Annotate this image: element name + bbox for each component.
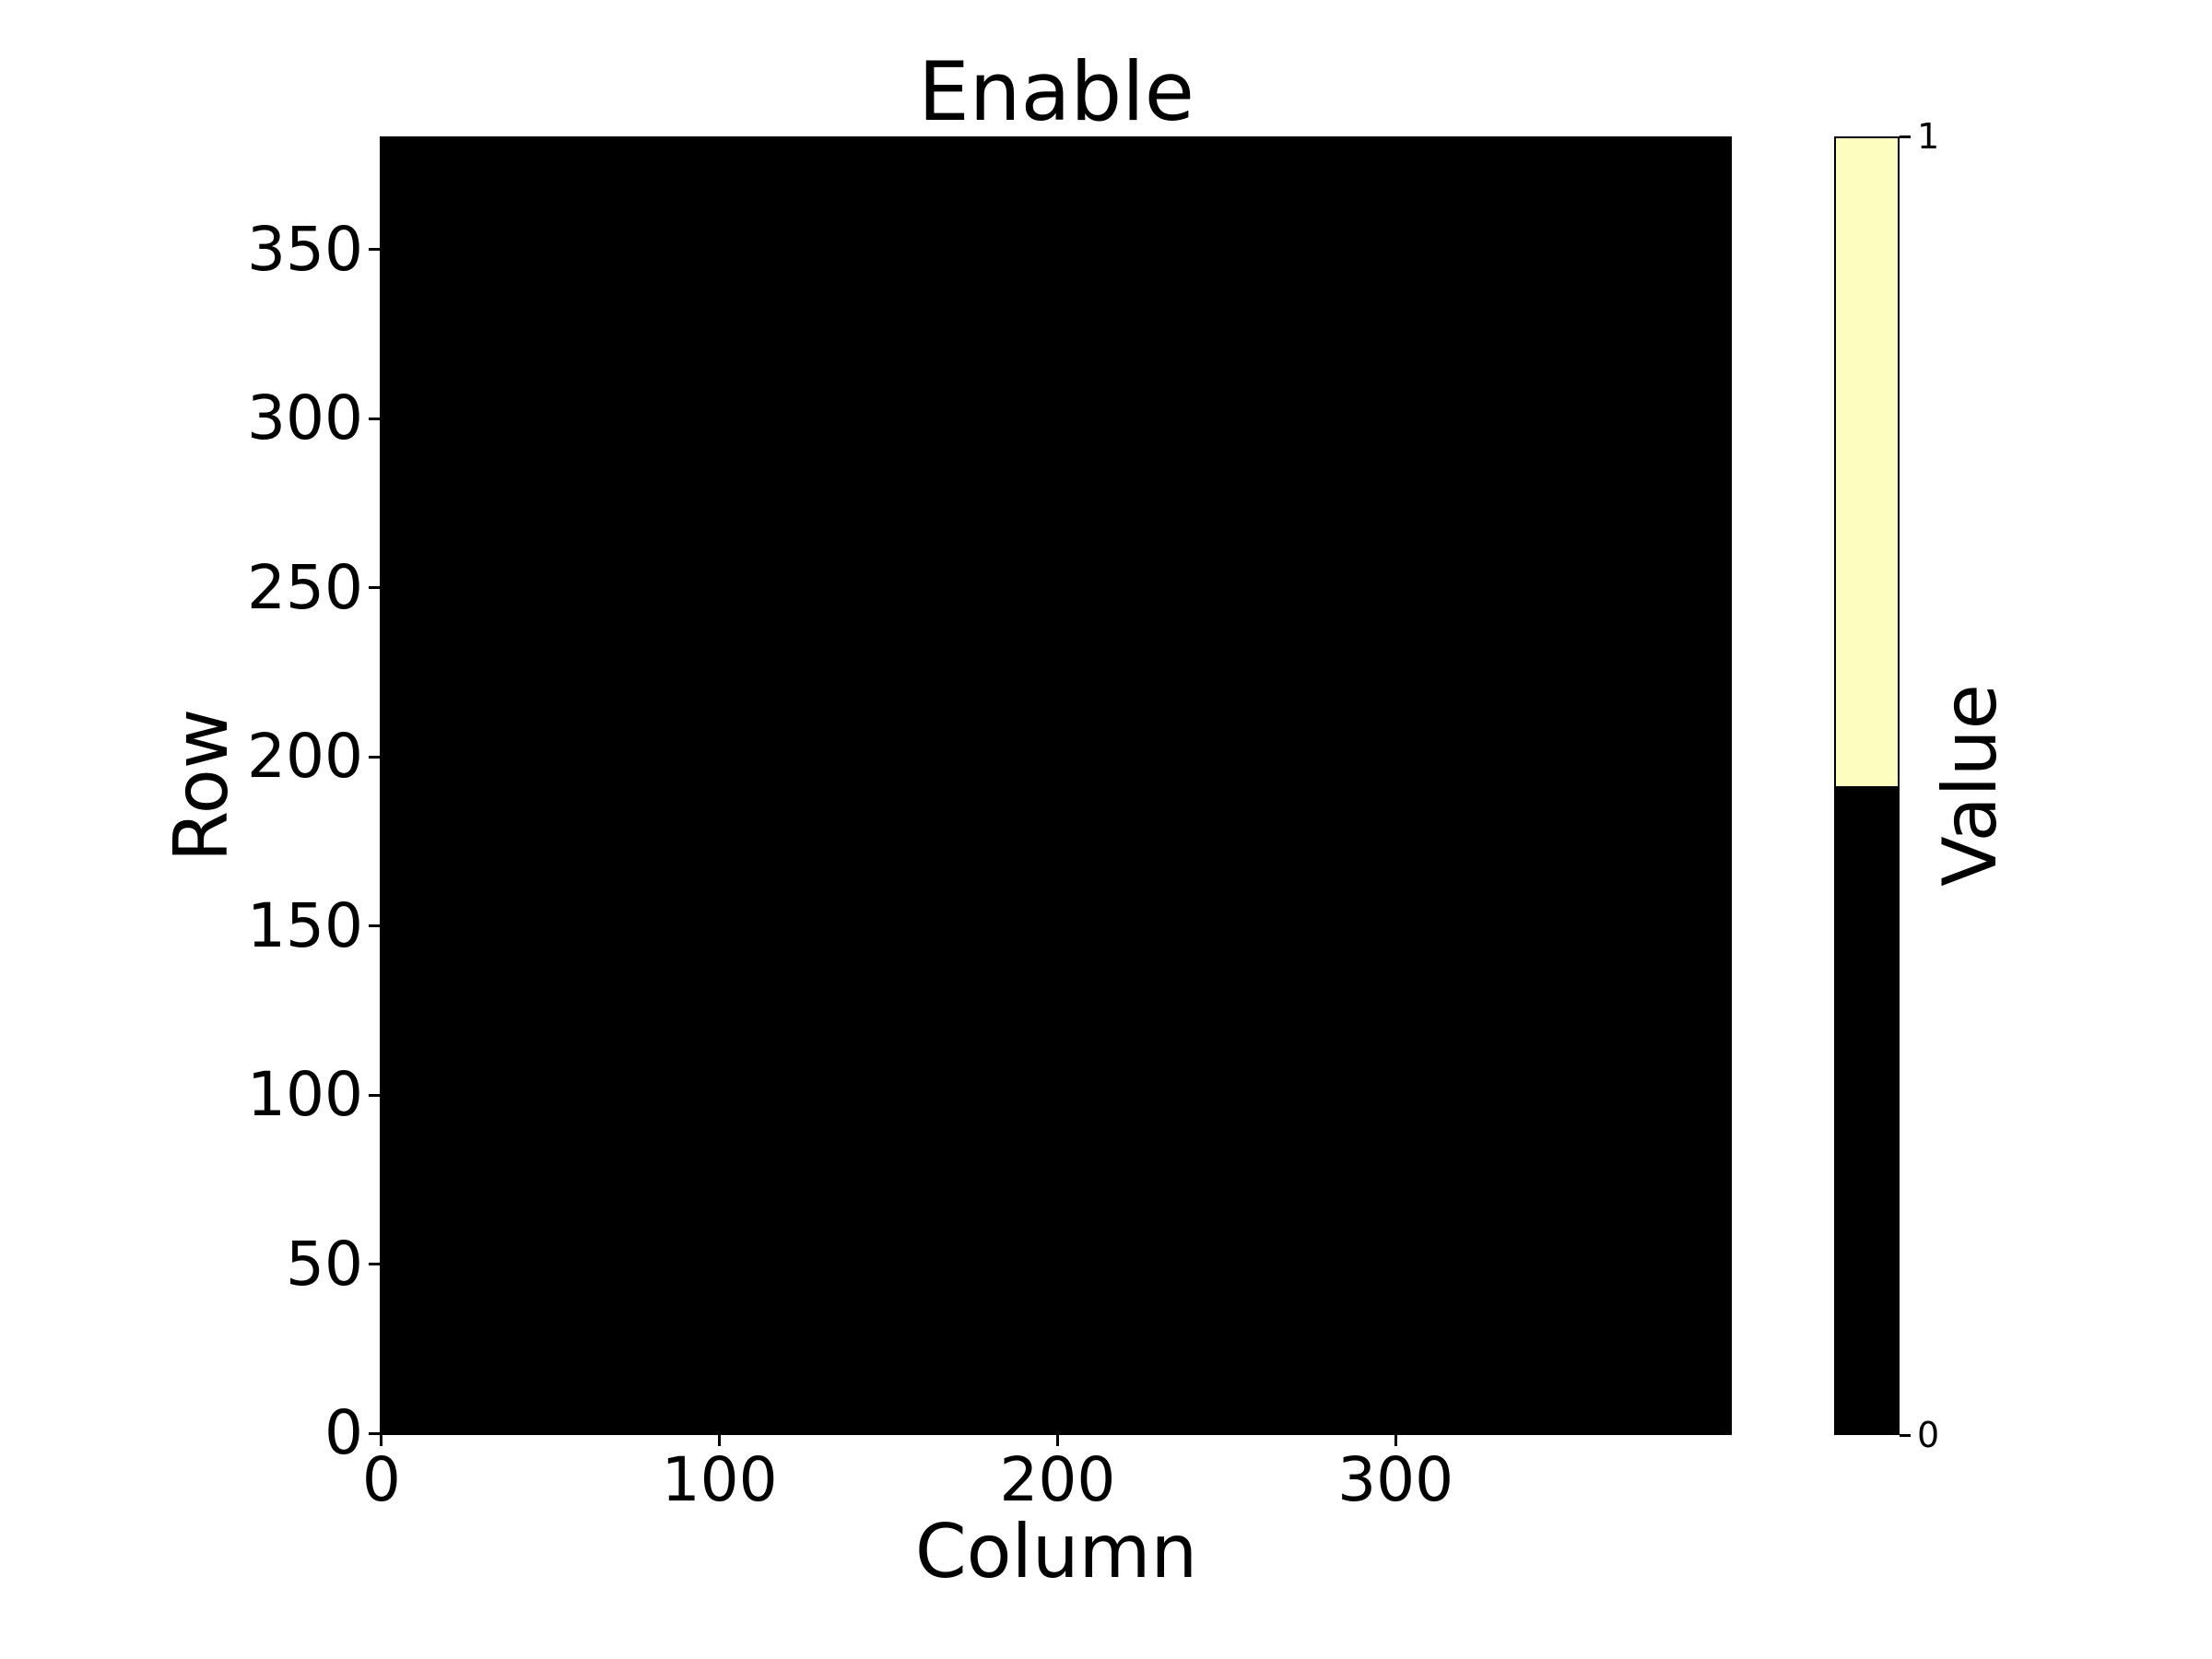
y-axis-label: Row (159, 708, 244, 863)
x-tick-label: 100 (661, 1444, 778, 1515)
x-tick-label: 0 (361, 1444, 401, 1515)
colorbar-label: Value (1927, 684, 2013, 887)
y-tick-label: 150 (247, 889, 363, 961)
y-tick-mark (369, 248, 380, 252)
y-tick-label: 50 (286, 1228, 363, 1300)
x-tick-mark (380, 1435, 383, 1446)
colorbar-segment-value-1 (1836, 138, 1898, 786)
x-tick-mark (718, 1435, 722, 1446)
colorbar-segment-value-0 (1836, 785, 1898, 1433)
y-tick-mark (369, 924, 380, 928)
x-tick-label: 300 (1337, 1444, 1454, 1515)
y-tick-mark (369, 1263, 380, 1266)
y-tick-mark (369, 1431, 380, 1435)
x-tick-mark (1394, 1435, 1397, 1446)
x-tick-mark (1055, 1435, 1059, 1446)
y-tick-label: 200 (247, 721, 363, 793)
colorbar-tick-mark (1900, 135, 1911, 138)
y-tick-mark (369, 1093, 380, 1097)
y-tick-label: 0 (324, 1397, 363, 1469)
colorbar (1834, 136, 1900, 1435)
y-tick-label: 350 (247, 213, 363, 285)
colorbar-tick-mark (1900, 1433, 1911, 1437)
y-tick-mark (369, 755, 380, 759)
y-tick-mark (369, 586, 380, 590)
colorbar-tick-label: 0 (1917, 1415, 1940, 1455)
y-tick-label: 250 (247, 551, 363, 623)
heatmap-plot-area (380, 136, 1732, 1435)
x-tick-label: 200 (999, 1444, 1116, 1515)
x-axis-label: Column (914, 1509, 1198, 1594)
chart-title: Enable (918, 44, 1194, 139)
y-tick-label: 100 (247, 1059, 363, 1131)
y-tick-mark (369, 417, 380, 420)
colorbar-tick-label: 1 (1917, 116, 1940, 157)
y-tick-label: 300 (247, 382, 363, 454)
